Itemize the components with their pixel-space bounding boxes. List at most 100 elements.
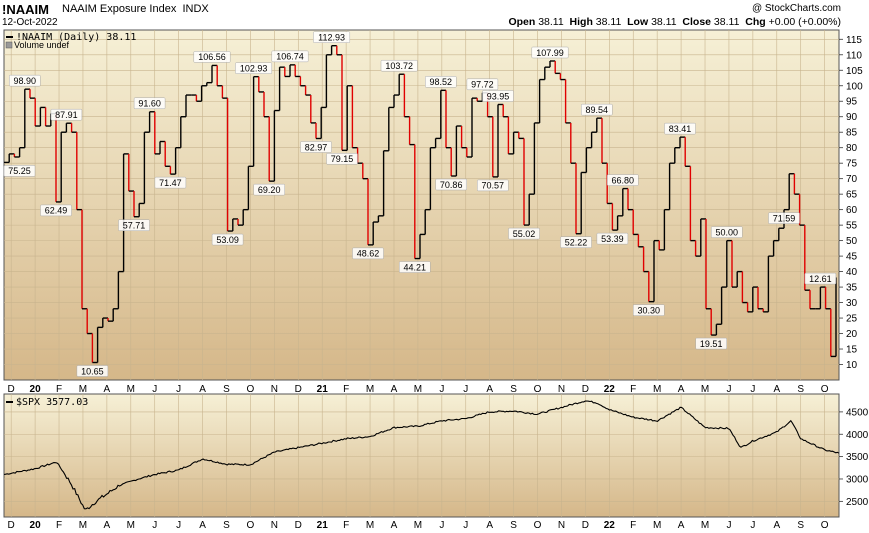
spx-y-tick-label: 2500 [846, 497, 869, 508]
x-tick-label: M [653, 520, 661, 531]
value-label: 106.56 [198, 52, 226, 62]
spx-y-tick-label: 3500 [846, 452, 869, 463]
value-label: 112.93 [318, 33, 345, 43]
x-tick-label: N [558, 384, 565, 395]
value-label-box [466, 78, 499, 91]
value-label-box [40, 204, 72, 217]
value-label: 53.39 [601, 234, 624, 244]
value-label-box [235, 62, 273, 74]
x-tick-label: S [510, 384, 517, 395]
x-tick-label: M [653, 384, 661, 395]
x-tick-label: D [295, 384, 302, 395]
value-label: 103.72 [385, 61, 413, 71]
y-tick-label: 110 [846, 50, 862, 61]
y-tick-label: 50 [846, 236, 858, 247]
value-label: 79.15 [331, 154, 354, 164]
x-tick-label: D [582, 520, 589, 531]
value-label: 52.22 [565, 238, 588, 248]
x-tick-label: M [79, 384, 87, 395]
value-label-box [768, 212, 800, 224]
value-label-box [482, 90, 514, 102]
value-label-box [133, 97, 166, 110]
value-label-box [633, 304, 665, 316]
value-label: 82.97 [305, 142, 328, 152]
x-tick-label: S [797, 520, 804, 531]
value-label: 93.95 [487, 91, 510, 101]
x-tick-label: A [773, 520, 780, 531]
x-tick-label: J [152, 384, 157, 395]
y-tick-label: 45 [846, 252, 858, 263]
x-tick-label: S [797, 384, 804, 395]
value-label-box [664, 122, 696, 135]
value-label: 97.72 [471, 80, 494, 90]
value-label: 44.21 [404, 262, 427, 272]
value-label: 107.99 [536, 48, 564, 58]
y-tick-label: 115 [846, 35, 862, 46]
x-tick-label: D [295, 520, 302, 531]
x-tick-label: M [79, 520, 87, 531]
x-tick-label: A [773, 384, 780, 395]
x-tick-label: M [414, 520, 422, 531]
x-tick-label: D [8, 520, 15, 531]
x-tick-label: A [486, 520, 493, 531]
x-tick-label: M [366, 384, 374, 395]
y-tick-label: 95 [846, 97, 858, 108]
y-tick-label: 25 [846, 314, 858, 325]
spx-y-tick-label: 4500 [846, 407, 869, 418]
x-tick-label: J [463, 384, 468, 395]
x-tick-label: S [510, 520, 517, 531]
value-label-box [399, 261, 431, 273]
value-label: 57.71 [123, 221, 146, 231]
y-tick-label: 65 [846, 190, 858, 201]
value-label: 71.47 [159, 178, 182, 188]
spx-y-tick-label: 4000 [846, 430, 869, 441]
value-label: 66.80 [612, 175, 635, 185]
x-tick-label: 21 [317, 384, 329, 395]
value-label: 102.93 [240, 63, 268, 73]
value-label-box [118, 219, 150, 231]
y-tick-label: 20 [846, 329, 858, 340]
x-tick-label: 20 [30, 520, 42, 531]
value-label-box [711, 226, 743, 238]
x-tick-label: M [414, 384, 422, 395]
x-tick-label: D [582, 384, 589, 395]
value-label-box [9, 74, 41, 87]
value-label: 70.86 [440, 180, 463, 190]
x-tick-label: J [439, 520, 444, 531]
value-label: 53.09 [216, 235, 239, 245]
x-tick-label: J [439, 384, 444, 395]
x-tick-label: M [127, 520, 135, 531]
x-tick-label: S [223, 384, 230, 395]
value-label: 98.90 [14, 76, 37, 86]
x-tick-label: M [701, 520, 709, 531]
main-panel [3, 29, 840, 381]
x-tick-label: J [726, 384, 731, 395]
value-label-box [531, 46, 569, 59]
x-tick-label: O [534, 520, 542, 531]
source-credit: @ StockCharts.com [751, 3, 841, 14]
x-tick-label: J [726, 520, 731, 531]
value-label-box [3, 165, 36, 177]
symbol-description: NAAIM Exposure Index INDX [62, 3, 209, 15]
x-tick-label: N [271, 384, 278, 395]
symbol-label: !NAAIM [2, 2, 49, 17]
x-tick-label: F [56, 520, 62, 531]
x-tick-label: J [176, 384, 181, 395]
naaim-legend-text: !NAAIM (Daily) 38.11 [16, 32, 136, 43]
value-label-box [154, 176, 187, 189]
x-tick-label: A [104, 384, 111, 395]
y-tick-label: 30 [846, 298, 858, 309]
x-tick-label: O [247, 520, 255, 531]
value-label-box [435, 178, 467, 191]
x-tick-label: O [534, 384, 542, 395]
x-tick-label: J [750, 384, 755, 395]
y-tick-label: 10 [846, 360, 858, 371]
x-tick-label: 21 [317, 520, 329, 531]
x-tick-label: J [750, 520, 755, 531]
y-tick-label: 75 [846, 159, 858, 170]
spx-panel [3, 393, 840, 518]
value-label: 62.49 [45, 206, 68, 216]
value-label-box [607, 174, 639, 186]
value-label: 98.52 [430, 77, 453, 87]
